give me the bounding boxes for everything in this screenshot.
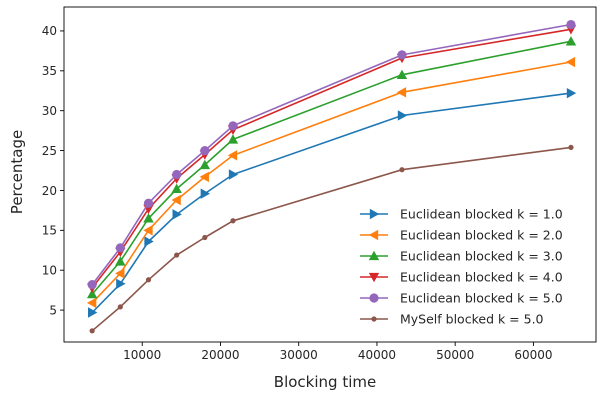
x-tick-label: 20000 [201, 348, 239, 362]
x-tick-label: 40000 [358, 348, 396, 362]
data-point [88, 307, 98, 318]
plot-frame [63, 6, 597, 343]
legend-label: Euclidean blocked k = 5.0 [400, 291, 563, 306]
data-point [171, 183, 182, 194]
legend-item-euclidean-blocked-k-3-0: Euclidean blocked k = 3.0 [360, 249, 563, 264]
data-point [228, 169, 239, 180]
data-point [89, 328, 95, 334]
legend-item-myself-blocked-k-5-0: MySelf blocked k = 5.0 [360, 312, 544, 327]
data-point [86, 288, 98, 299]
data-point [228, 121, 238, 131]
legend-marker [369, 293, 379, 303]
x-tick-label: 60000 [514, 348, 552, 362]
series-line [91, 23, 572, 286]
legend-marker [371, 316, 377, 322]
data-point [199, 171, 209, 183]
series-euclidean-blocked-k-1-0 [88, 87, 577, 318]
data-point [200, 188, 211, 199]
data-point [143, 198, 154, 208]
legend-label: MySelf blocked k = 5.0 [400, 312, 544, 327]
data-point [565, 36, 577, 46]
data-point [227, 134, 239, 144]
data-point [202, 234, 208, 241]
data-point [568, 144, 574, 150]
series-line [91, 92, 572, 314]
series-euclidean-blocked-k-5-0 [87, 19, 576, 290]
legend-marker [368, 250, 380, 261]
legend-label: Euclidean blocked k = 3.0 [400, 249, 563, 264]
legend-item-euclidean-blocked-k-5-0: Euclidean blocked k = 5.0 [360, 291, 563, 306]
data-point [115, 243, 125, 253]
data-point [396, 87, 407, 98]
y-tick-label: 15 [42, 224, 57, 238]
data-point [144, 236, 154, 247]
x-tick-label: 10000 [123, 348, 161, 362]
data-point [86, 297, 97, 309]
series-line [91, 40, 572, 295]
data-point [116, 278, 126, 289]
data-point [199, 159, 211, 170]
data-point [171, 194, 181, 206]
legend: Euclidean blocked k = 1.0 Euclidean block… [360, 207, 563, 327]
data-point [117, 304, 123, 310]
series-line [91, 28, 572, 289]
series-myself-blocked-k-5-0 [89, 144, 574, 334]
x-tick-label: 50000 [436, 348, 474, 362]
y-axis-label: Percentage [8, 130, 26, 214]
data-point [143, 213, 154, 223]
data-point [396, 69, 408, 79]
series-line [91, 146, 572, 332]
data-point [145, 277, 152, 283]
legend-item-euclidean-blocked-k-1-0: Euclidean blocked k = 1.0 [360, 207, 563, 222]
legend-marker [369, 208, 380, 220]
data-point [227, 150, 238, 161]
data-point [200, 145, 210, 156]
plot-area [63, 6, 597, 343]
series-layer [86, 19, 577, 334]
legend-item-euclidean-blocked-k-2-0: Euclidean blocked k = 2.0 [360, 228, 563, 243]
x-axis-label: Blocking time [274, 373, 376, 391]
series-euclidean-blocked-k-2-0 [86, 56, 576, 309]
data-point [172, 169, 182, 180]
legend-label: Euclidean blocked k = 1.0 [400, 207, 563, 222]
data-point [143, 225, 153, 236]
data-point [115, 268, 125, 279]
x-tick-label: 30000 [280, 348, 318, 362]
y-tick-label: 25 [42, 144, 57, 158]
y-tick-label: 30 [42, 104, 57, 118]
legend-item-euclidean-blocked-k-4-0: Euclidean blocked k = 4.0 [360, 270, 563, 285]
series-line [91, 61, 572, 304]
legend-marker [368, 229, 379, 241]
series-euclidean-blocked-k-3-0 [86, 36, 577, 299]
data-point [565, 56, 576, 68]
data-point [397, 50, 407, 60]
axes-layer: 10000 20000 30000 40000 50000 60000 5 10 15 20 25 3… [42, 24, 553, 362]
data-point [172, 209, 182, 220]
y-tick-label: 10 [42, 264, 57, 278]
y-tick-label: 5 [49, 303, 57, 317]
data-point [230, 218, 236, 224]
y-tick-label: 20 [42, 184, 57, 198]
data-point [566, 87, 577, 99]
data-point [399, 167, 405, 173]
legend-label: Euclidean blocked k = 2.0 [400, 228, 563, 243]
data-point [566, 19, 576, 30]
legend-marker [368, 272, 380, 283]
y-tick-label: 40 [42, 24, 57, 38]
data-point [397, 110, 408, 121]
y-tick-label: 35 [42, 64, 57, 78]
data-point [174, 252, 180, 258]
data-point [115, 256, 126, 266]
data-point [87, 279, 97, 290]
legend-label: Euclidean blocked k = 4.0 [400, 270, 563, 285]
